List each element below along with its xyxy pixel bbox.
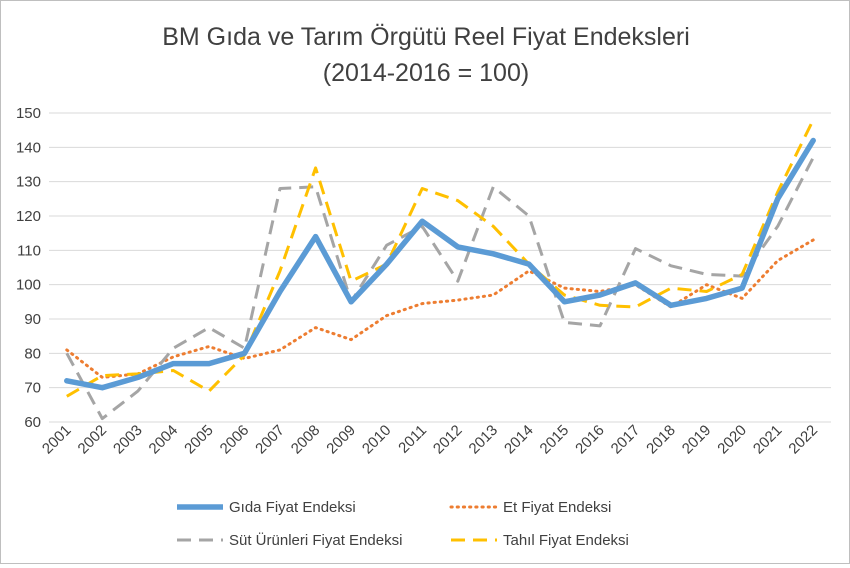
y-tick-label: 140 [16, 139, 41, 156]
legend-label-1: Et Fiyat Endeksi [503, 499, 611, 516]
y-tick-label: 110 [17, 242, 41, 259]
gridlines [49, 112, 831, 423]
x-tick-label: 2015 [537, 422, 573, 458]
x-tick-label: 2017 [608, 422, 644, 458]
x-tick-label: 2022 [785, 422, 821, 458]
x-tick-label: 2010 [359, 422, 395, 458]
legend: Gıda Fiyat Endeksi Et Fiyat Endeksi Süt Ür… [177, 499, 629, 549]
x-tick-label: 2001 [39, 422, 75, 458]
x-tick-label: 2002 [75, 422, 111, 458]
x-tick-label: 2005 [181, 422, 217, 458]
y-tick-label: 90 [24, 311, 41, 328]
legend-label-3: Tahıl Fiyat Endeksi [503, 532, 629, 549]
y-tick-label: 100 [16, 277, 41, 294]
x-tick-label: 2007 [252, 422, 288, 458]
x-tick-label: 2003 [110, 422, 146, 458]
chart-subtitle: (2014-2016 = 100) [323, 59, 529, 87]
x-tick-label: 2014 [501, 422, 537, 458]
y-tick-label: 120 [16, 208, 41, 225]
y-tick-label: 130 [16, 174, 41, 191]
y-tick-label: 70 [24, 380, 41, 397]
x-tick-label: 2016 [572, 422, 608, 458]
x-tick-label: 2011 [395, 422, 430, 457]
series-line-2 [65, 156, 815, 421]
x-tick-label: 2013 [466, 422, 502, 458]
x-tick-label: 2004 [146, 422, 182, 458]
series-line-3 [66, 119, 815, 398]
x-tick-label: 2008 [288, 422, 324, 458]
x-tick-label: 2012 [430, 422, 466, 458]
series-line-0 [64, 137, 816, 391]
x-tick-label: 2018 [643, 422, 679, 458]
series-line-1 [65, 238, 815, 379]
legend-label-2: Süt Ürünleri Fiyat Endeksi [229, 531, 402, 549]
legend-label-0: Gıda Fiyat Endeksi [229, 499, 356, 516]
x-tick-label: 2020 [714, 422, 750, 458]
x-tick-label: 2006 [217, 422, 253, 458]
chart-title: BM Gıda ve Tarım Örgütü Reel Fiyat Endek… [162, 23, 690, 51]
x-tick-label: 2019 [679, 422, 715, 458]
series-lines [64, 119, 816, 421]
x-tick-label: 2009 [323, 422, 359, 458]
y-tick-label: 60 [24, 414, 41, 431]
x-tick-label: 2021 [750, 422, 786, 458]
x-axis-ticks: 2001 2002 2003 2004 2005 2006 2007 2008 2009 2010… [39, 422, 821, 458]
y-tick-label: 80 [24, 345, 41, 362]
y-axis-ticks: 60 70 80 90 100 110 120 130 140 150 [16, 105, 41, 431]
y-tick-label: 150 [16, 105, 41, 122]
